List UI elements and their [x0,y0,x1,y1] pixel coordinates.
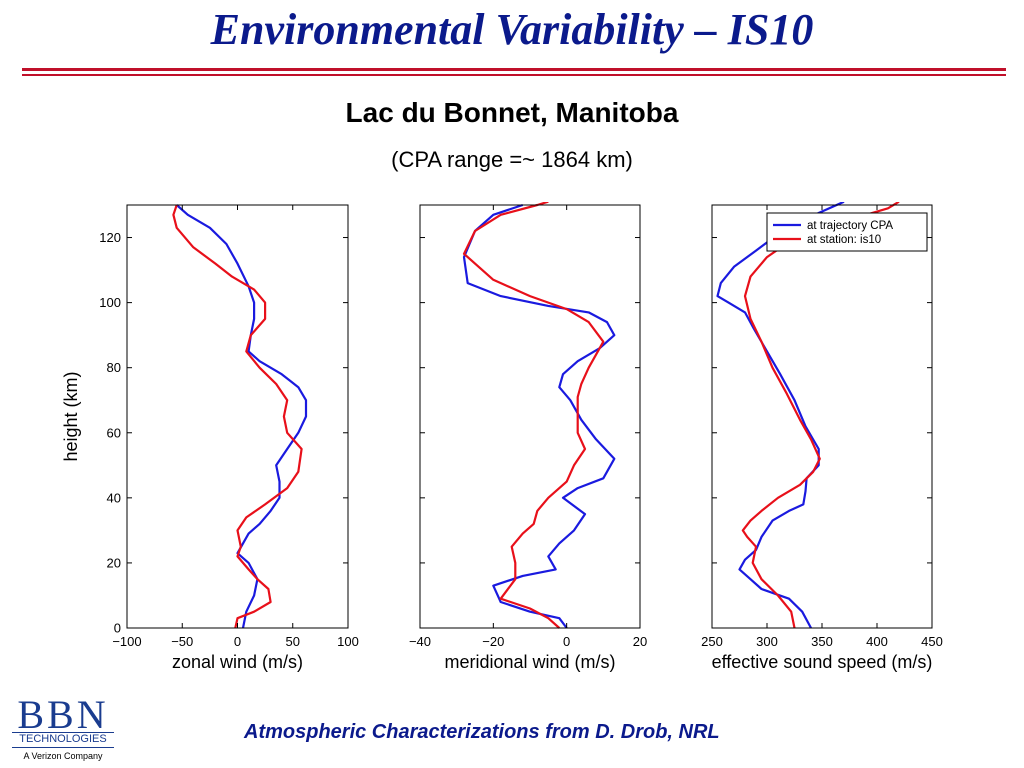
series-line-cpa [462,203,616,629]
legend-entry: at station: is10 [807,234,881,246]
legend-box [766,212,928,252]
legend-entry: at trajectory CPA [807,220,893,232]
series-line-cpa [175,204,308,629]
y-tick-label: 40 [107,490,121,505]
x-tick-label: 20 [633,634,647,649]
y-tick-label: 80 [107,360,121,375]
x-tick-label: 100 [337,634,359,649]
logo-divider-bottom [12,747,114,748]
x-tick-label: −100 [112,634,141,649]
x-tick-label: −50 [171,634,193,649]
footer-credit: Atmospheric Characterizations from D. Dr… [244,721,720,743]
bbn-logo: BBN TECHNOLOGIES A Verizon Company [8,695,118,765]
x-tick-label: 50 [286,634,300,649]
y-tick-label: 60 [107,425,121,440]
logo-tagline: A Verizon Company [23,751,103,761]
logo-divider-top [12,732,114,733]
location-title: Lac du Bonnet, Manitoba [345,97,679,128]
x-tick-label: 300 [756,634,778,649]
x-tick-label: −40 [409,634,431,649]
y-tick-label: 0 [114,621,121,636]
series-line-station [172,204,303,629]
x-tick-label: 350 [811,634,833,649]
x-tick-label: −20 [482,634,504,649]
logo-bbn-text: BBN [17,692,109,737]
title-rule-top [22,68,1006,71]
y-tick-label: 100 [99,295,121,310]
slide-title: Environmental Variability – IS10 [210,5,814,54]
plot-frame [126,204,349,629]
x-tick-label: 400 [866,634,888,649]
series-line-cpa [716,202,845,629]
series-line-station [741,202,900,629]
x-tick-label: 0 [234,634,241,649]
y-tick-label: 20 [107,555,121,570]
cpa-range-note: (CPA range =~ 1864 km) [391,147,633,172]
plot-frame [419,204,641,629]
x-axis-label: zonal wind (m/s) [172,652,303,672]
series-line-station [462,202,605,629]
plot-frame [711,204,933,629]
x-axis-label: effective sound speed (m/s) [712,652,933,672]
y-tick-label: 120 [99,230,121,245]
x-axis-label: meridional wind (m/s) [444,652,615,672]
y-axis-label: height (km) [61,371,81,461]
x-tick-label: 250 [701,634,723,649]
x-tick-label: 0 [563,634,570,649]
logo-technologies-text: TECHNOLOGIES [19,733,107,745]
x-tick-label: 450 [921,634,943,649]
title-rule-bottom [22,74,1006,76]
